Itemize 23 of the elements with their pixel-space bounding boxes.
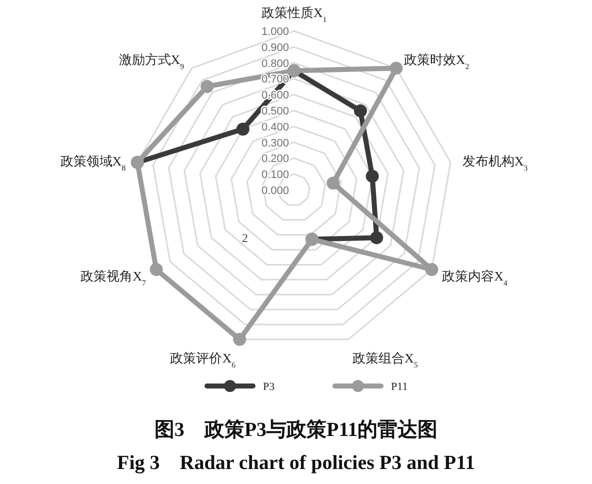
legend-label: P3 (263, 381, 276, 393)
text: 2 (242, 231, 248, 245)
spoke-label: 政策组合X$_{5}$ (352, 350, 418, 370)
y-tick-label: 0.000 (261, 185, 289, 197)
spoke-label: 政策时效X$_{2}$ (404, 52, 470, 71)
y-tick-label: 0.900 (261, 42, 289, 54)
legend-label: P11 (391, 381, 408, 393)
y-tick-label: 1.000 (261, 26, 289, 38)
text: 图3 政策P3与政策P11的雷达图 (154, 419, 438, 441)
y-tick-label: 0.500 (261, 106, 289, 118)
spoke-label: 政策性质X$_{1}$ (261, 5, 327, 24)
spoke-label: 政策评价X$_{6}$ (170, 350, 236, 370)
spoke-label: 政策领域X$_{8}$ (60, 153, 126, 172)
text: Fig 3 Radar chart of policies P3 and P11 (117, 452, 475, 474)
y-tick-label: 0.200 (261, 153, 289, 166)
y-tick-label: 0.100 (261, 169, 289, 182)
spoke-label: 政策视角X$_{7}$ (80, 268, 146, 287)
y-tick-label: 0.800 (261, 58, 289, 70)
spoke-label: 政策内容X$_{4}$ (442, 268, 508, 287)
y-tick-label: 0.400 (261, 121, 289, 134)
spoke-label: 激励方式X$_{9}$ (118, 52, 184, 71)
spoke-label: 发布机构X$_{3}$ (462, 153, 528, 172)
y-tick-label: 0.300 (261, 137, 289, 150)
